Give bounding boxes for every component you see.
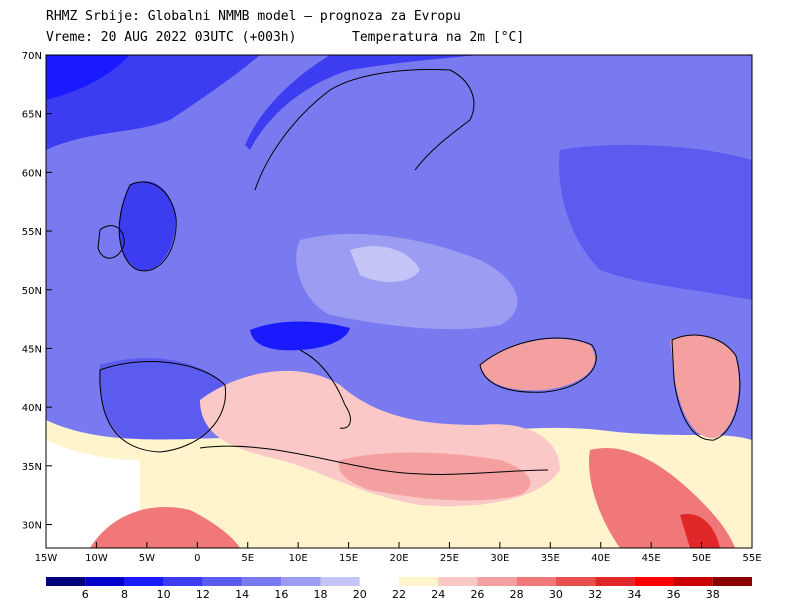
field-norway-cold	[245, 55, 480, 150]
colorbar-swatch	[124, 577, 164, 586]
lat-tick-label: 60N	[22, 168, 42, 179]
field-arctic-cold	[46, 55, 130, 100]
lon-tick-label: 15W	[35, 553, 58, 564]
lon-tick-label: 5W	[139, 553, 155, 564]
colorbar-swatch	[359, 577, 399, 586]
lat-tick-label: 30N	[22, 521, 42, 532]
coastlines	[97, 69, 741, 475]
lon-tick-label: 10E	[289, 553, 308, 564]
field-name: Temperatura na 2m [°C]	[352, 30, 525, 45]
colorbar-swatch	[712, 577, 752, 586]
field-blacksea-warm	[480, 338, 595, 391]
lon-tick-label: 15E	[339, 553, 358, 564]
lon-tick-label: 10W	[85, 553, 108, 564]
colorbar-label: 12	[196, 588, 210, 600]
map-field	[46, 55, 752, 548]
colorbar-label: 32	[588, 588, 602, 600]
field-alps-cold	[250, 321, 350, 351]
lat-tick-label: 65N	[22, 110, 42, 121]
field-libya-warm	[338, 452, 531, 501]
colorbar-swatch	[555, 577, 596, 586]
colorbar-label: 34	[627, 588, 641, 600]
field-east-cold	[559, 144, 752, 300]
lon-tick-label: 45E	[642, 553, 661, 564]
field-uk-cold	[118, 181, 176, 271]
colorbar-swatch	[595, 577, 635, 586]
lon-tick-label: 25E	[440, 553, 459, 564]
colorbar-swatch	[634, 577, 674, 586]
field-central-warm	[350, 246, 420, 282]
lon-tick-label: 40E	[591, 553, 610, 564]
colorbar-label: 36	[667, 588, 681, 600]
lon-tick-label: 50E	[692, 553, 711, 564]
field-caspian-warm	[670, 335, 739, 439]
colorbar-label: 26	[470, 588, 484, 600]
field-sahara-west-hot	[90, 506, 240, 548]
colorbar-swatch	[46, 577, 86, 586]
colorbar-label: 24	[431, 588, 445, 600]
colorbar-label: 38	[706, 588, 720, 600]
field-gulf-hot	[680, 514, 720, 548]
colorbar-label: 16	[274, 588, 288, 600]
colorbar-label: 14	[235, 588, 249, 600]
colorbar-swatch	[281, 577, 321, 586]
colorbar-swatch	[85, 577, 125, 586]
lon-tick-label: 55E	[742, 553, 761, 564]
colorbar-swatch	[320, 577, 360, 586]
field-central-mild	[296, 233, 518, 330]
colorbar-swatch	[163, 577, 203, 586]
longitude-ticks: 15W 10W 5W 0 5E 10E 15E 20E 25E 30E 35E 40E 45E 50E 55…	[35, 542, 762, 564]
lon-tick-label: 0	[194, 553, 200, 564]
colorbar-swatch	[477, 577, 517, 586]
lat-tick-label: 55N	[22, 227, 42, 238]
lon-tick-label: 20E	[389, 553, 408, 564]
lat-tick-label: 50N	[22, 286, 42, 297]
colorbar-swatch	[673, 577, 713, 586]
lat-tick-label: 40N	[22, 403, 42, 414]
colorbar-label: 30	[549, 588, 563, 600]
lon-tick-label: 30E	[490, 553, 509, 564]
lat-tick-label: 70N	[22, 51, 42, 62]
colorbar-label: 6	[82, 588, 89, 600]
colorbar-swatch	[399, 577, 439, 586]
colorbar-label: 18	[314, 588, 328, 600]
forecast-time: Vreme: 20 AUG 2022 03UTC (+003h)	[46, 30, 297, 45]
colorbar-label: 28	[510, 588, 524, 600]
colorbar-swatch	[516, 577, 556, 586]
colorbar-label: 8	[121, 588, 128, 600]
lon-tick-label: 5E	[241, 553, 254, 564]
colorbar: 6 8 10 12 14 16 18 20 22 24 26 28 30 32 34 36 38	[46, 577, 752, 600]
chart-title: RHMZ Srbije: Globalni NMMB model — progn…	[46, 9, 461, 24]
lat-tick-label: 35N	[22, 462, 42, 473]
colorbar-label: 20	[353, 588, 367, 600]
colorbar-label: 10	[157, 588, 171, 600]
field-iberia-cold	[99, 357, 226, 450]
colorbar-swatch	[242, 577, 282, 586]
colorbar-swatch	[438, 577, 478, 586]
lat-tick-label: 45N	[22, 344, 42, 355]
colorbar-label: 22	[392, 588, 406, 600]
lon-tick-label: 35E	[541, 553, 560, 564]
latitude-ticks: 70N 65N 60N 55N 50N 45N 40N 35N 30N	[22, 51, 52, 532]
colorbar-swatch	[202, 577, 243, 586]
